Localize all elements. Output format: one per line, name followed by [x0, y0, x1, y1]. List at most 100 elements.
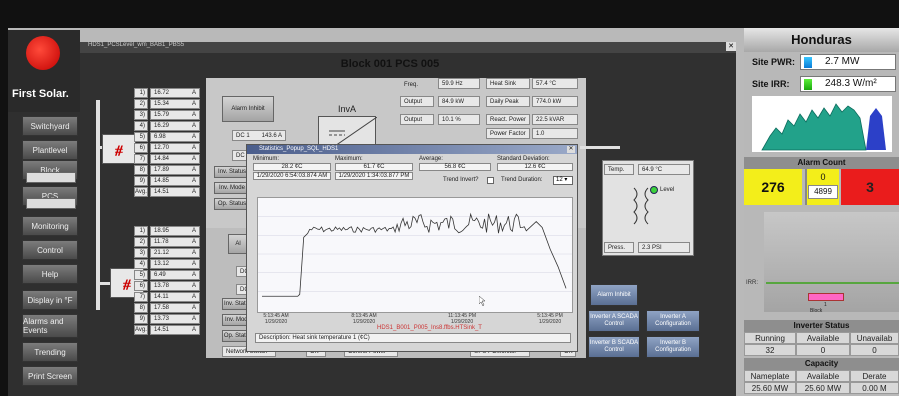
- daily-peak-value: 774.0 kW: [532, 96, 578, 107]
- freq-label: Freq.: [404, 82, 419, 88]
- string-current: 14.51 A: [150, 325, 200, 335]
- site-irr-label: Site IRR:: [752, 79, 790, 89]
- unavailable-value: 0: [850, 344, 899, 356]
- current-a-row: 5) 6.98 A: [134, 132, 200, 142]
- tick-date: 1/29/2020: [352, 319, 376, 325]
- freq-value: 59.9 Hz: [438, 78, 480, 89]
- string-index: 3): [134, 248, 148, 258]
- nameplate-value: 25.60 MW: [744, 382, 796, 394]
- tick-time: 8:13:45 AM: [351, 313, 377, 319]
- current-b-row: 4) 13.12 A: [134, 259, 200, 269]
- current-a-row: 1) 16.72 A: [134, 88, 200, 98]
- site-name: Honduras: [744, 28, 899, 52]
- irr-line: [766, 282, 899, 284]
- capacity-header: Capacity: [744, 358, 899, 370]
- nameplate-label: Nameplate: [744, 370, 796, 382]
- tick-date: 1/29/2020: [538, 319, 562, 325]
- string-current: 14.85 A: [150, 176, 200, 186]
- nav-plantlevel-button[interactable]: Plantlevel: [22, 140, 78, 160]
- site-power-sparkline: [752, 96, 892, 152]
- inv-status-a[interactable]: Inv. Status: [214, 166, 250, 178]
- popup-close-icon[interactable]: ✕: [567, 146, 575, 153]
- output-label-2: Output: [400, 114, 434, 125]
- current-unit: A: [191, 134, 196, 140]
- alarm-count-yellow[interactable]: 276: [744, 169, 802, 205]
- popup-title: Statistics_Popup_SQL_HDS1: [247, 145, 577, 154]
- unavailable-label: Unavailab: [850, 332, 899, 344]
- string-current: 13.73 A: [150, 314, 200, 324]
- alarm-count-mid[interactable]: 0 4899: [805, 169, 839, 205]
- inverter-b-scada-button[interactable]: Inverter B SCADA Control: [588, 336, 640, 358]
- current-value: 15.34: [154, 101, 170, 107]
- available-value: 0: [796, 344, 850, 356]
- current-a-row: 9) 14.85 A: [134, 176, 200, 186]
- string-index: 5): [134, 132, 148, 142]
- current-unit: A: [191, 327, 196, 333]
- nav-switchyard-button[interactable]: Switchyard: [22, 116, 78, 136]
- stat-minimum: Minimum: 28.2 ¢C 1/29/2020 6:54:03.874 A…: [253, 156, 331, 182]
- block-select[interactable]: [26, 172, 76, 183]
- alarm-inhibit-b-button[interactable]: Alarm Inhibit: [590, 284, 638, 306]
- window-close-icon[interactable]: ✕: [726, 42, 736, 51]
- power-factor-label: Power Factor: [486, 128, 530, 139]
- current-b-row: 9) 13.73 A: [134, 314, 200, 324]
- popup-description: Description: Heat sink temperature 1 (¢C…: [255, 333, 571, 343]
- react-power-label: React. Power: [486, 114, 530, 125]
- string-current: 6.49 A: [150, 270, 200, 280]
- breaker-a-icon[interactable]: ⧣: [102, 134, 136, 164]
- running-label: Running: [744, 332, 796, 344]
- string-current: 17.89 A: [150, 165, 200, 175]
- block-bar[interactable]: [808, 293, 844, 301]
- current-b-row: Avg. 14.51 A: [134, 325, 200, 335]
- current-unit: A: [191, 294, 196, 300]
- current-b-row: 1) 18.95 A: [134, 226, 200, 236]
- temp-label: Temp.: [604, 164, 634, 175]
- op-status-a[interactable]: Op. Status: [214, 198, 250, 210]
- nav-print-button[interactable]: Print Screen: [22, 366, 78, 386]
- string-index: 2): [134, 237, 148, 247]
- derate-value: 0.00 M: [850, 382, 899, 394]
- alarm-inhibit-a-button[interactable]: Alarm Inhibit: [222, 96, 274, 122]
- current-value: 17.58: [154, 305, 170, 311]
- string-current: 17.58 A: [150, 303, 200, 313]
- nav-control-button[interactable]: Control: [22, 240, 78, 260]
- inverter-b-config-button[interactable]: Inverter B Configuration: [646, 336, 700, 358]
- site-irr-bar: [804, 79, 812, 90]
- trend-invert-checkbox[interactable]: [487, 177, 494, 184]
- inv-mode-a[interactable]: Inv. Mode: [214, 182, 250, 194]
- string-index: 9): [134, 314, 148, 324]
- current-a-row: Avg. 14.51 A: [134, 187, 200, 197]
- string-index: 7): [134, 154, 148, 164]
- x-tick-label: 5:13:45 AM 1/29/2020: [251, 313, 301, 325]
- string-current: 11.78 A: [150, 237, 200, 247]
- dc1-current: DC 1 143.6 A: [232, 130, 286, 141]
- current-unit: A: [191, 283, 196, 289]
- running-value: 32: [744, 344, 796, 356]
- current-value: 18.95: [154, 228, 170, 234]
- tick-date: 1/29/2020: [264, 319, 288, 325]
- trend-plot[interactable]: [257, 197, 573, 313]
- nav-monitoring-button[interactable]: Monitoring: [22, 216, 78, 236]
- current-unit: A: [191, 305, 196, 311]
- heatsink-label: Heat Sink: [486, 78, 530, 89]
- current-value: 13.73: [154, 316, 170, 322]
- output-label: Output: [400, 96, 434, 107]
- alarm-count-red[interactable]: 3: [841, 169, 899, 205]
- pcs-select[interactable]: [26, 198, 76, 209]
- string-index: 4): [134, 259, 148, 269]
- transformer-panel: [602, 160, 694, 256]
- nav-display-f-button[interactable]: Display in °F: [22, 290, 78, 310]
- inverter-a-config-button[interactable]: Inverter A Configuration: [646, 310, 700, 332]
- trend-duration-select[interactable]: 12 ▾: [553, 176, 573, 185]
- inverter-status-header: Inverter Status: [744, 320, 899, 332]
- x-tick-label: 5:13:45 PM 1/29/2020: [525, 313, 575, 325]
- current-b-row: 3) 21.12 A: [134, 248, 200, 258]
- nav-alarms-button[interactable]: Alarms and Events: [22, 314, 78, 338]
- inverter-a-scada-button[interactable]: Inverter A SCADA Control: [588, 310, 640, 332]
- string-index: 6): [134, 281, 148, 291]
- current-unit: A: [191, 90, 196, 96]
- alarm-inhibit-b-button-partial[interactable]: Al: [228, 234, 248, 254]
- nav-trending-button[interactable]: Trending: [22, 342, 78, 362]
- nav-help-button[interactable]: Help: [22, 264, 78, 284]
- daily-peak-label: Daily Peak: [486, 96, 530, 107]
